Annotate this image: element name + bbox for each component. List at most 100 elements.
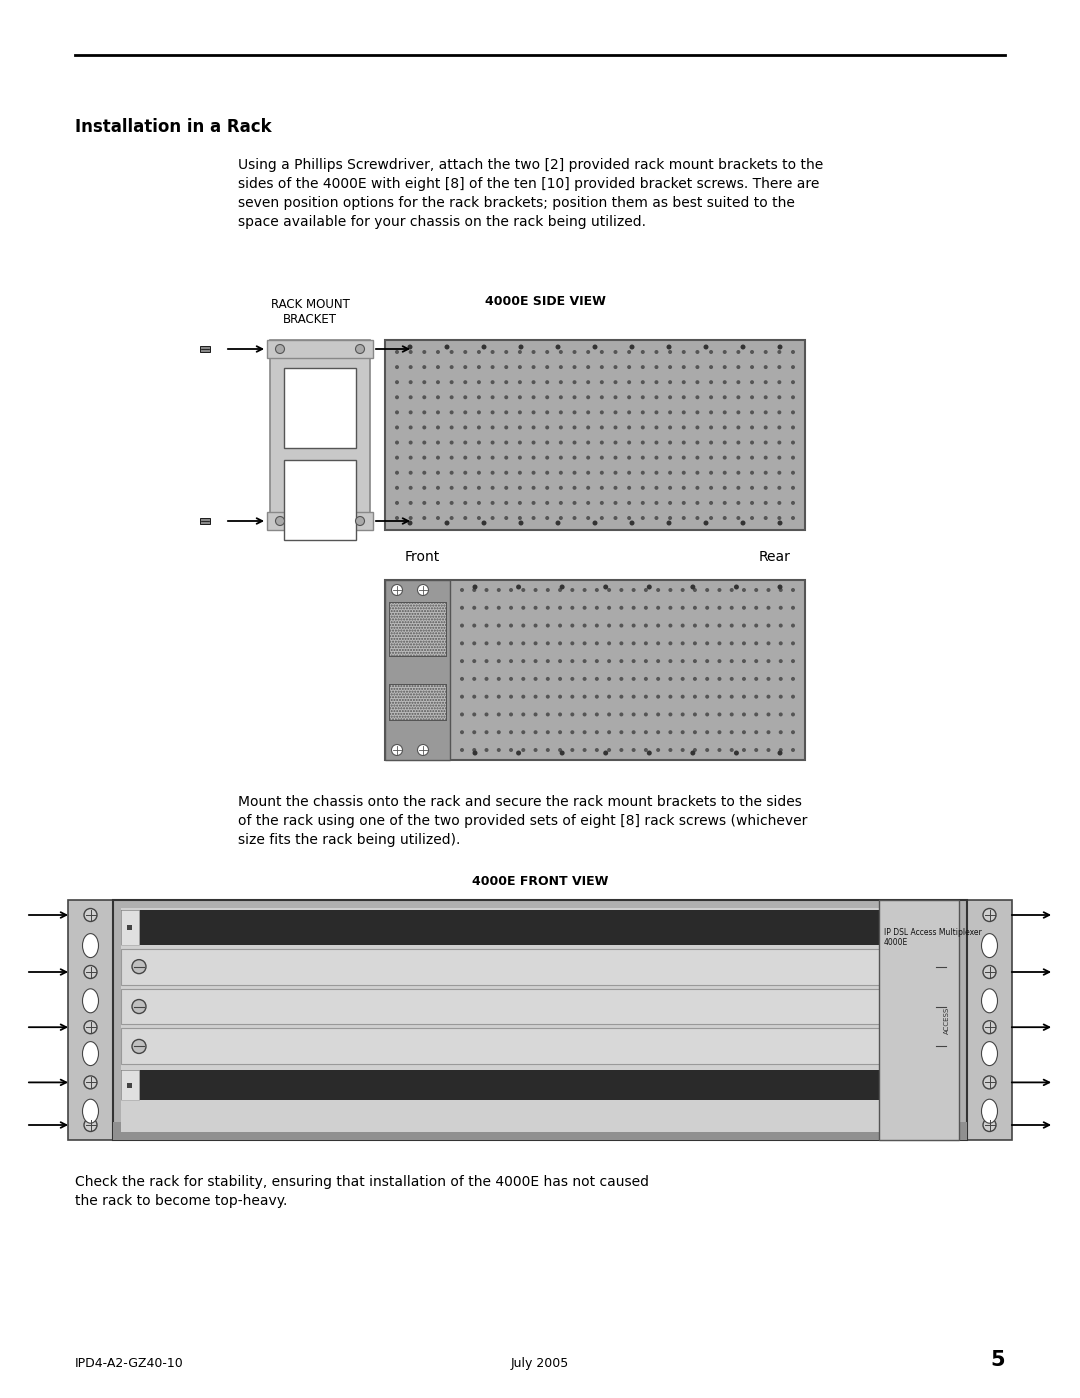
Ellipse shape — [669, 624, 673, 628]
Ellipse shape — [463, 365, 468, 369]
Ellipse shape — [586, 350, 590, 354]
Ellipse shape — [572, 425, 577, 429]
Ellipse shape — [627, 500, 631, 505]
Ellipse shape — [613, 411, 618, 414]
Ellipse shape — [669, 695, 673, 699]
Ellipse shape — [983, 1118, 996, 1131]
Ellipse shape — [422, 396, 427, 400]
Ellipse shape — [654, 440, 659, 445]
Ellipse shape — [669, 658, 673, 663]
Ellipse shape — [445, 344, 449, 350]
Ellipse shape — [654, 411, 659, 414]
Ellipse shape — [504, 411, 509, 414]
Ellipse shape — [627, 396, 631, 400]
Ellipse shape — [742, 624, 746, 628]
Ellipse shape — [558, 411, 563, 414]
Ellipse shape — [422, 380, 427, 384]
Ellipse shape — [407, 520, 413, 526]
Ellipse shape — [717, 677, 721, 681]
Ellipse shape — [791, 713, 795, 716]
Ellipse shape — [477, 516, 481, 520]
Ellipse shape — [657, 589, 660, 591]
Ellipse shape — [791, 456, 795, 460]
Ellipse shape — [640, 487, 645, 489]
Ellipse shape — [778, 751, 783, 755]
Ellipse shape — [710, 425, 713, 429]
Ellipse shape — [778, 350, 781, 354]
Ellipse shape — [275, 516, 284, 526]
Ellipse shape — [572, 411, 577, 414]
Ellipse shape — [599, 471, 604, 475]
Ellipse shape — [710, 487, 713, 489]
Ellipse shape — [422, 487, 427, 489]
Ellipse shape — [644, 642, 648, 646]
Ellipse shape — [632, 605, 636, 610]
Ellipse shape — [754, 642, 758, 646]
Ellipse shape — [627, 456, 631, 460]
Ellipse shape — [490, 380, 495, 384]
Ellipse shape — [632, 658, 636, 663]
Ellipse shape — [460, 677, 464, 681]
Ellipse shape — [534, 605, 538, 610]
Bar — [113, 1123, 967, 1139]
Ellipse shape — [690, 584, 696, 590]
Ellipse shape — [717, 730, 721, 734]
Ellipse shape — [497, 677, 501, 681]
Ellipse shape — [696, 396, 700, 400]
Ellipse shape — [460, 642, 464, 646]
Ellipse shape — [490, 516, 495, 520]
Ellipse shape — [82, 1099, 98, 1123]
Ellipse shape — [644, 658, 648, 663]
Ellipse shape — [522, 677, 525, 681]
Ellipse shape — [730, 677, 733, 681]
Ellipse shape — [754, 658, 758, 663]
Ellipse shape — [737, 425, 741, 429]
Ellipse shape — [408, 411, 413, 414]
Ellipse shape — [710, 396, 713, 400]
Ellipse shape — [422, 516, 427, 520]
Ellipse shape — [555, 344, 561, 350]
Ellipse shape — [693, 677, 697, 681]
Ellipse shape — [737, 500, 741, 505]
Ellipse shape — [275, 344, 284, 354]
Ellipse shape — [436, 500, 440, 505]
Ellipse shape — [669, 456, 672, 460]
Ellipse shape — [607, 677, 611, 681]
Ellipse shape — [717, 642, 721, 646]
Ellipse shape — [791, 440, 795, 445]
Ellipse shape — [522, 658, 525, 663]
Text: Check the rack for stability, ensuring that installation of the 4000E has not ca: Check the rack for stability, ensuring t… — [75, 1174, 649, 1208]
Ellipse shape — [545, 456, 550, 460]
Ellipse shape — [654, 365, 659, 369]
Ellipse shape — [723, 396, 727, 400]
Ellipse shape — [742, 748, 746, 752]
Ellipse shape — [778, 520, 783, 526]
Ellipse shape — [395, 516, 399, 520]
Ellipse shape — [754, 589, 758, 591]
Ellipse shape — [607, 713, 611, 716]
Ellipse shape — [730, 713, 733, 716]
Bar — [121, 949, 959, 984]
Ellipse shape — [586, 456, 590, 460]
Ellipse shape — [407, 344, 413, 350]
Ellipse shape — [355, 516, 365, 526]
Ellipse shape — [730, 695, 733, 699]
Ellipse shape — [472, 730, 476, 734]
Ellipse shape — [934, 1040, 948, 1054]
Ellipse shape — [522, 605, 525, 610]
Ellipse shape — [504, 425, 509, 429]
Ellipse shape — [630, 344, 635, 350]
Ellipse shape — [595, 695, 598, 699]
Ellipse shape — [449, 396, 454, 400]
Ellipse shape — [436, 456, 440, 460]
Ellipse shape — [767, 730, 770, 734]
Ellipse shape — [490, 440, 495, 445]
Ellipse shape — [654, 516, 659, 520]
Ellipse shape — [522, 642, 525, 646]
Ellipse shape — [586, 500, 590, 505]
Ellipse shape — [472, 605, 476, 610]
Ellipse shape — [742, 730, 746, 734]
Ellipse shape — [644, 605, 648, 610]
Ellipse shape — [640, 380, 645, 384]
Ellipse shape — [509, 624, 513, 628]
